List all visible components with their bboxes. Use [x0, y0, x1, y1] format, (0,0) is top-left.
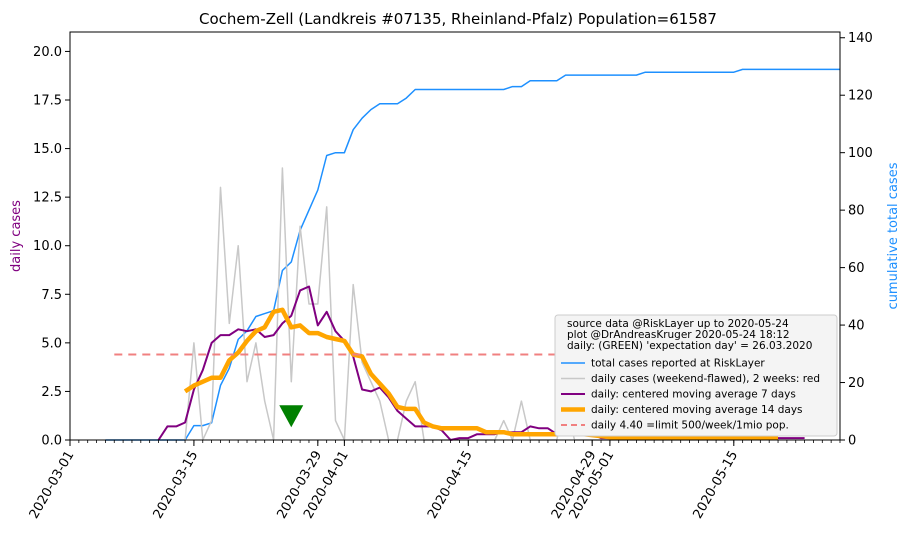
series-line-2: [184, 167, 734, 441]
y-left-tick-label: 12.5: [33, 191, 62, 206]
series-line-4: [183, 307, 778, 441]
x-tick-label: 2020-03-01: [27, 449, 78, 522]
x-tick-label: 2020-04-15: [425, 449, 476, 522]
y-left-tick-label: 7.5: [41, 288, 62, 303]
legend-label: daily: centered moving average 14 days: [591, 404, 803, 416]
legend-label: daily cases (weekend-flawed), 2 weeks: r…: [591, 373, 820, 385]
y-right-tick-label: 120: [848, 89, 873, 104]
y-right-label: cumulative total cases: [886, 162, 901, 309]
x-tick-label: 2020-05-15: [690, 449, 741, 522]
expectation-day-marker: [279, 405, 304, 428]
series-line-3: [157, 285, 805, 441]
legend-label: daily 4.40 =limit 500/week/1mio pop.: [591, 420, 789, 432]
y-left-tick-label: 17.5: [33, 94, 62, 109]
plot-area: [105, 68, 840, 441]
y-right-tick-label: 80: [848, 204, 865, 219]
y-right-tick-label: 100: [848, 146, 873, 161]
y-right-tick-label: 140: [848, 31, 873, 46]
legend-label: daily: centered moving average 7 days: [591, 389, 796, 401]
plot-frame: [69, 31, 841, 441]
legend-header-line: daily: (GREEN) 'expectation day' = 26.03…: [567, 340, 812, 352]
legend-label: total cases reported at RiskLayer: [591, 358, 765, 370]
y-left-tick-label: 5.0: [41, 336, 62, 351]
y-left-label: daily cases: [9, 200, 24, 272]
chart-title: Cochem-Zell (Landkreis #07135, Rheinland…: [199, 10, 717, 28]
y-right-tick-label: 20: [848, 376, 865, 391]
y-left-tick-label: 0.0: [41, 434, 62, 449]
legend-box: [554, 314, 838, 437]
x-tick-label: 2020-03-15: [151, 449, 202, 522]
legend-header-line: plot @DrAndreasKruger 2020-05-24 18:12: [567, 329, 790, 341]
y-left-tick-label: 15.0: [33, 142, 62, 157]
y-right-tick-label: 0: [848, 434, 856, 449]
y-left-tick-label: 20.0: [33, 45, 62, 60]
y-left-tick-label: 10.0: [33, 239, 62, 254]
y-right-tick-label: 40: [848, 319, 865, 334]
y-left-tick-label: 2.5: [41, 385, 62, 400]
legend: source data @RiskLayer up to 2020-05-24p…: [554, 314, 838, 437]
legend-header-line: source data @RiskLayer up to 2020-05-24: [567, 318, 789, 330]
y-right-tick-label: 60: [848, 261, 865, 276]
axes: 2020-03-01 2020-03-15 2020-03-292020-04-01…: [27, 31, 873, 521]
